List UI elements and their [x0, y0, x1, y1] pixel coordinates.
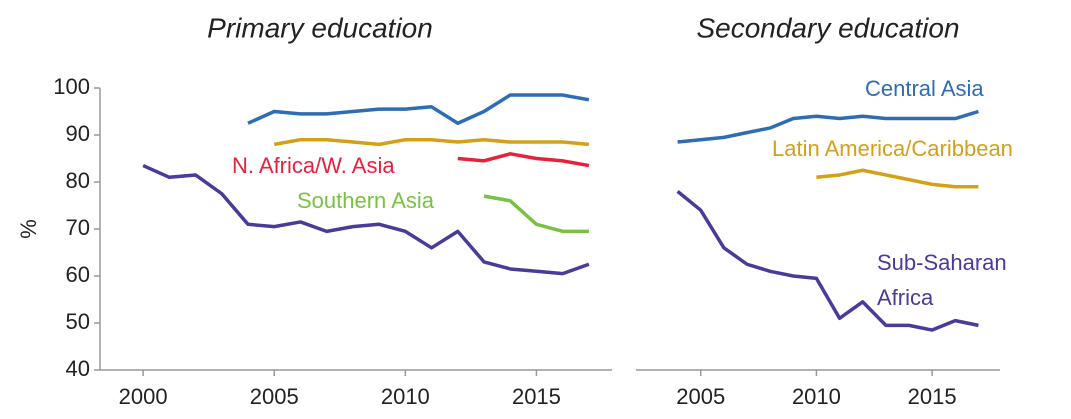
series-label: Sub-Saharan Africa	[877, 250, 1007, 310]
x-tick-label: 2005	[676, 384, 725, 409]
y-tick-label: 40	[66, 356, 90, 381]
y-tick-label: 50	[66, 309, 90, 334]
line	[676, 190, 979, 332]
line	[816, 168, 979, 189]
y-tick-label: 100	[53, 74, 90, 99]
x-tick-label: 2015	[512, 384, 561, 409]
chart-title: Secondary education	[696, 12, 959, 43]
x-tick-label: 2000	[119, 384, 168, 409]
y-tick-label: 90	[66, 121, 90, 146]
y-tick-label: 70	[66, 215, 90, 240]
x-tick-label: 2010	[381, 384, 430, 409]
x-tick-label: 2015	[908, 384, 957, 409]
x-tick-label: 2005	[250, 384, 299, 409]
y-tick-label: 80	[66, 168, 90, 193]
line	[142, 163, 590, 276]
line	[247, 93, 590, 125]
y-axis-label: %	[16, 219, 41, 239]
x-tick-label: 2010	[792, 384, 841, 409]
series-label: Southern Asia	[297, 188, 434, 213]
series-label: Latin America/Caribbean	[772, 136, 1013, 161]
series-label: N. Africa/W. Asia	[232, 153, 395, 178]
line	[457, 152, 590, 168]
line	[483, 194, 589, 234]
chart-title: Primary education	[207, 12, 433, 43]
y-tick-label: 60	[66, 262, 90, 287]
series-label: Central Asia	[865, 76, 984, 101]
line	[273, 137, 590, 147]
line	[677, 109, 979, 144]
